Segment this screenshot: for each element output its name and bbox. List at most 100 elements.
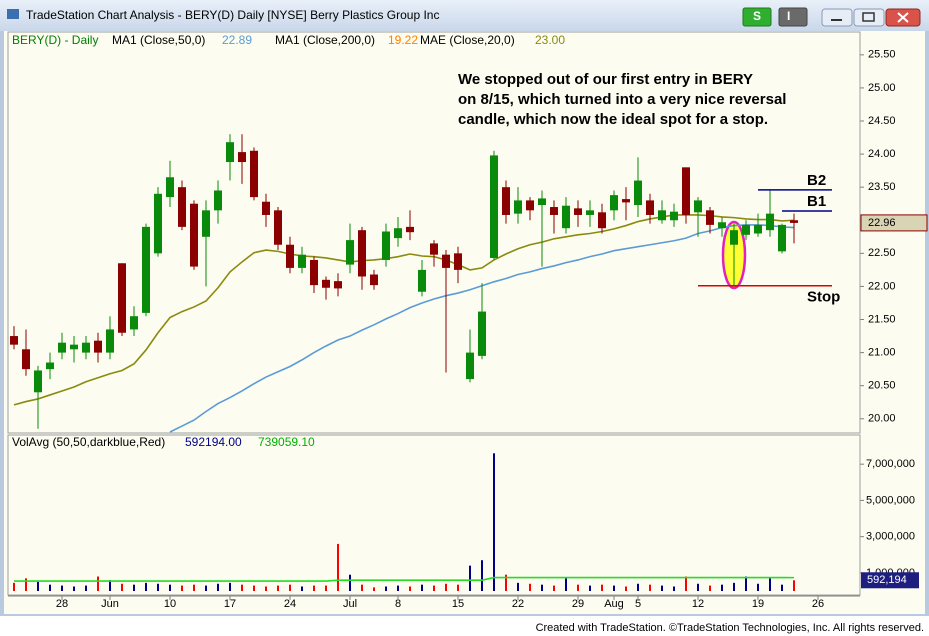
volume-bar [361, 584, 363, 592]
volume-bar [373, 587, 375, 592]
i-button-label[interactable]: I [787, 9, 790, 23]
volume-bar [73, 586, 75, 592]
volume-bar [229, 582, 231, 592]
candle-body [706, 210, 714, 225]
volume-bar [637, 583, 639, 592]
candle-body [94, 340, 102, 353]
candle-body [46, 362, 54, 370]
minimize-button[interactable] [821, 8, 853, 27]
candle-body [682, 167, 690, 215]
candle-body [226, 142, 234, 163]
volume-bar [217, 583, 219, 592]
volume-bar [169, 584, 171, 592]
volume-bar [709, 585, 711, 592]
candle-body [382, 231, 390, 260]
volume-bar [721, 584, 723, 592]
volume-pane [7, 434, 861, 596]
legend-name: MA1 (Close,200,0) [275, 33, 375, 47]
candle-body [670, 211, 678, 221]
y-tick-label: 25.00 [868, 82, 896, 94]
last-price-label: 22.96 [868, 217, 896, 229]
candle-body [202, 210, 210, 237]
volume-bar [25, 578, 27, 592]
volume-bar [469, 565, 471, 592]
candle-body [634, 180, 642, 206]
volume-bar [505, 574, 507, 592]
candle-body [754, 224, 762, 234]
x-tick-label: 10 [164, 598, 176, 610]
candle-body [586, 210, 594, 215]
volume-bar [445, 583, 447, 592]
volume-bar [241, 584, 243, 592]
y-tick-label: 5,000,000 [866, 494, 915, 506]
candle-body [394, 228, 402, 239]
volume-bar [433, 585, 435, 592]
candle-body [646, 200, 654, 215]
footer-text: Created with TradeStation. ©TradeStation… [536, 622, 924, 634]
candle-body [694, 200, 702, 213]
i-button[interactable] [778, 7, 808, 27]
legend-value: 23.00 [535, 33, 565, 47]
candle-body [70, 344, 78, 350]
volume-average-line [14, 576, 795, 582]
volume-tag [861, 572, 919, 589]
s-button[interactable] [742, 7, 772, 27]
candle-body [406, 226, 414, 233]
volume-bar [277, 585, 279, 592]
x-tick-label: 5 [635, 598, 641, 610]
x-tick-label: 22 [512, 598, 524, 610]
volume-bar [601, 584, 603, 592]
candle-body [622, 199, 630, 203]
y-tick-label: 21.50 [868, 313, 896, 325]
volume-readout: 739059.10 [258, 435, 315, 449]
y-tick-label: 7,000,000 [866, 458, 915, 470]
level-label: Stop [807, 289, 840, 306]
y-tick-label: 20.50 [868, 380, 896, 392]
candle-body [142, 226, 150, 313]
x-tick-label: 15 [452, 598, 464, 610]
candle-body [298, 254, 306, 268]
s-button-label[interactable]: S [753, 9, 761, 23]
volume-bar [385, 586, 387, 592]
volume-tag-label: 592,194 [867, 574, 907, 586]
candle-body [322, 279, 330, 288]
volume-bar [649, 584, 651, 592]
volume-bar [685, 576, 687, 592]
candle-body [58, 342, 66, 353]
volume-bar [541, 584, 543, 592]
candle-body [274, 210, 282, 245]
volume-bar [61, 585, 63, 592]
volume-bar [37, 581, 39, 592]
volume-bar [301, 586, 303, 592]
candle-body [514, 200, 522, 214]
candle-body [490, 155, 498, 258]
annotation-line: We stopped out of our first entry in BER… [458, 71, 753, 88]
volume-bar [289, 584, 291, 592]
volume-bar [769, 578, 771, 592]
volume-bar [97, 576, 99, 592]
candle-body [262, 201, 270, 215]
candle-body [526, 200, 534, 211]
volume-bar [337, 543, 339, 592]
last-price-tag [860, 214, 928, 232]
candle-body [130, 316, 138, 330]
volume-bar [157, 583, 159, 592]
y-tick-label: 21.00 [868, 347, 896, 359]
maximize-icon [862, 12, 875, 22]
candle-body [34, 370, 42, 393]
candle-body [238, 152, 246, 163]
volume-bar [181, 585, 183, 592]
maximize-button[interactable] [853, 8, 885, 27]
candle-body [214, 190, 222, 211]
y-tick-label: 22.50 [868, 247, 896, 259]
x-tick-label: 29 [572, 598, 584, 610]
volume-bar [613, 585, 615, 592]
close-icon [897, 12, 909, 23]
volume-bar [565, 578, 567, 592]
volume-bar [553, 585, 555, 592]
y-tick-label: 23.50 [868, 181, 896, 193]
volume-bar [529, 583, 531, 592]
x-tick-label: 26 [812, 598, 824, 610]
y-tick-label: 25.50 [868, 49, 896, 61]
